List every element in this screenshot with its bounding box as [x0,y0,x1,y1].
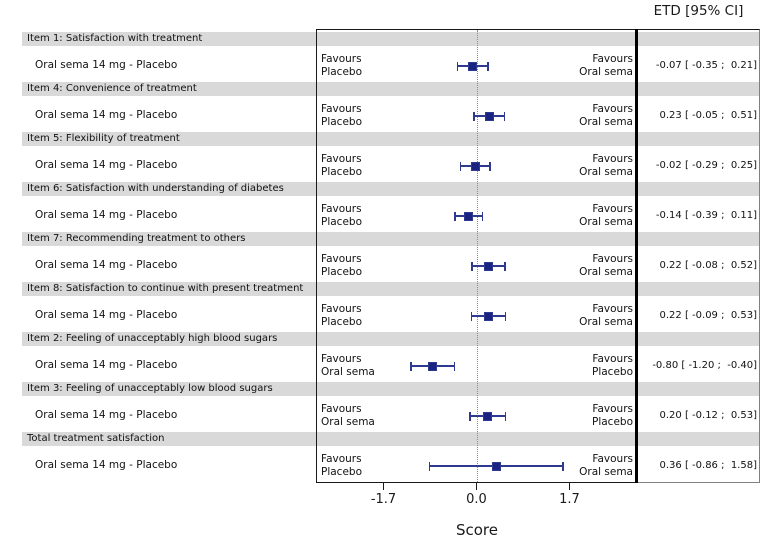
ci-cap [454,211,456,221]
ci-cap [504,311,507,321]
favours-left-label: Favours Placebo [321,253,363,278]
comparison-label: Oral sema 14 mg - Placebo [35,409,178,421]
favours-left-label: Favours Oral sema [321,403,375,428]
item-header-label: Item 6: Satisfaction with understanding … [27,183,284,194]
zero-reference-line [476,30,478,482]
ci-cap [473,111,475,121]
x-axis-tick-label: 0.0 [466,492,487,507]
comparison-label: Oral sema 14 mg - Placebo [35,109,178,121]
etd-column-header: ETD [95% CI] [653,3,744,19]
estimate-marker [464,211,474,221]
item-header-label: Item 3: Feeling of unacceptably low bloo… [27,383,273,394]
estimate-marker [484,311,494,321]
item-header-label: Item 7: Recommending treatment to others [27,233,246,244]
ci-cap [410,361,412,371]
estimate-marker [470,161,480,171]
plot-etd-divider-line [635,29,638,483]
etd-ci-value: 0.36 [ -0.86 ; 1.58] [659,460,757,471]
x-axis-tick [568,483,571,490]
ci-cap [504,261,506,271]
comparison-label: Oral sema 14 mg - Placebo [35,209,178,221]
etd-ci-value: 0.20 [ -0.12 ; 0.53] [659,410,757,421]
comparison-label: Oral sema 14 mg - Placebo [35,259,178,271]
estimate-marker [484,111,494,121]
etd-ci-value: -0.14 [ -0.39 ; 0.11] [655,210,757,221]
item-header-band: Item 3: Feeling of unacceptably low bloo… [22,382,760,396]
x-axis-title: Score [455,521,498,539]
favours-left-label: Favours Placebo [321,303,363,328]
ci-cap [428,461,431,471]
ci-cap [470,311,473,321]
estimate-marker [482,411,492,421]
comparison-label: Oral sema 14 mg - Placebo [35,59,178,71]
x-axis-tick-label: -1.7 [370,492,397,507]
estimate-marker [468,61,478,71]
item-header-label: Total treatment satisfaction [27,433,165,444]
comparison-label: Oral sema 14 mg - Placebo [35,359,178,371]
favours-left-label: Favours Oral sema [321,353,375,378]
item-header-band: Item 5: Flexibility of treatment [22,132,760,146]
x-axis-tick [475,483,478,490]
item-header-band: Total treatment satisfaction [22,432,760,446]
comparison-label: Oral sema 14 mg - Placebo [35,459,178,471]
item-header-band: Item 1: Satisfaction with treatment [22,32,760,46]
item-header-band: Item 8: Satisfaction to continue with pr… [22,282,760,296]
item-header-band: Item 7: Recommending treatment to others [22,232,760,246]
item-header-label: Item 1: Satisfaction with treatment [27,33,203,44]
favours-left-label: Favours Placebo [321,53,363,78]
favours-right-label: Favours Oral sema [579,453,633,478]
favours-right-label: Favours Oral sema [579,153,633,178]
item-header-label: Item 4: Convenience of treatment [27,83,197,94]
estimate-marker [484,261,494,271]
comparison-label: Oral sema 14 mg - Placebo [35,309,178,321]
ci-cap [503,111,506,121]
ci-cap [456,61,459,71]
ci-cap [459,161,462,171]
ci-cap [471,261,473,271]
favours-right-label: Favours Oral sema [579,203,633,228]
item-header-label: Item 8: Satisfaction to continue with pr… [27,283,304,294]
ci-cap [487,61,489,71]
etd-ci-value: 0.22 [ -0.08 ; 0.52] [659,260,757,271]
favours-left-label: Favours Placebo [321,153,363,178]
ci-cap [562,461,564,471]
estimate-marker [428,361,438,371]
favours-left-label: Favours Placebo [321,103,363,128]
etd-column-frame [637,29,760,483]
favours-right-label: Favours Oral sema [579,253,633,278]
etd-ci-value: 0.22 [ -0.09 ; 0.53] [659,310,757,321]
etd-ci-value: -0.80 [ -1.20 ; -0.40] [652,360,757,371]
x-axis-tick [382,483,385,490]
etd-ci-value: -0.07 [ -0.35 ; 0.21] [655,60,757,71]
item-header-band: Item 4: Convenience of treatment [22,82,760,96]
favours-right-label: Favours Placebo [591,403,633,428]
favours-right-label: Favours Placebo [591,353,633,378]
favours-left-label: Favours Placebo [321,453,363,478]
ci-cap [469,411,471,421]
favours-right-label: Favours Oral sema [579,303,633,328]
ci-cap [481,211,484,221]
x-axis-tick-label: 1.7 [559,492,580,507]
etd-ci-value: -0.02 [ -0.29 ; 0.25] [655,160,757,171]
favours-left-label: Favours Placebo [321,203,363,228]
estimate-marker [491,461,501,471]
etd-ci-value: 0.23 [ -0.05 ; 0.51] [659,110,757,121]
favours-right-label: Favours Oral sema [579,103,633,128]
item-header-band: Item 6: Satisfaction with understanding … [22,182,760,196]
item-header-band: Item 2: Feeling of unacceptably high blo… [22,332,760,346]
comparison-label: Oral sema 14 mg - Placebo [35,159,178,171]
ci-cap [504,411,507,421]
favours-right-label: Favours Oral sema [579,53,633,78]
ci-cap [453,361,456,371]
item-header-label: Item 5: Flexibility of treatment [27,133,180,144]
item-header-label: Item 2: Feeling of unacceptably high blo… [27,333,278,344]
ci-cap [489,161,491,171]
